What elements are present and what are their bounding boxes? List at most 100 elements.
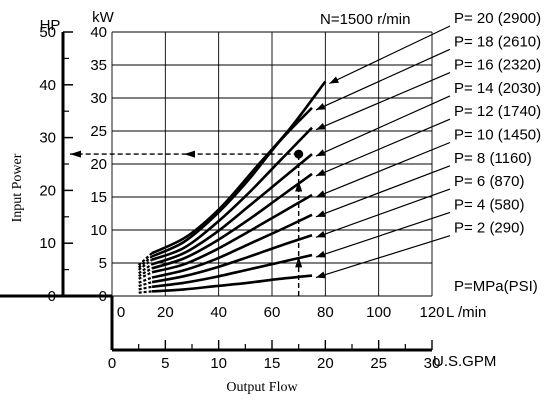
curve-start-dashes <box>138 263 153 275</box>
leader-arrowhead <box>316 230 326 238</box>
x-axis-title: Output Flow <box>226 380 298 395</box>
power-curve <box>137 106 313 269</box>
power-curve <box>138 234 313 288</box>
leader-line <box>315 188 451 238</box>
hp-tick-label: 20 <box>39 182 56 199</box>
example-reading <box>70 149 304 296</box>
pressure-label: P= 6 (870) <box>454 173 524 190</box>
curve-line <box>151 213 313 279</box>
leader-arrowhead <box>316 210 326 217</box>
pressure-label: P= 4 (580) <box>454 196 524 213</box>
pressure-unit-label: P=MPa(PSI) <box>454 278 538 295</box>
curve-line <box>151 253 313 289</box>
gpm-tick-label: 0 <box>108 355 116 372</box>
pressure-label: P= 10 (1450) <box>454 127 541 144</box>
leader-arrowhead <box>316 250 326 258</box>
gpm-tick-label: 5 <box>161 355 169 372</box>
curve-line <box>151 80 327 255</box>
gpm-tick-label: 25 <box>370 355 387 372</box>
example-arrow-up-upper <box>295 180 303 192</box>
gpm-tick-label: 20 <box>317 355 334 372</box>
pressure-labels: P= 20 (2900) P= 18 (2610) P= 16 (2320) P= 1… <box>315 10 541 279</box>
example-arrow-up-lower <box>295 256 303 268</box>
leader-line <box>315 95 451 157</box>
curve-line <box>151 106 313 258</box>
curve-start-dashes <box>138 271 153 280</box>
power-curve <box>138 213 313 284</box>
curve-line <box>151 193 313 274</box>
curve-start-dashes <box>138 285 153 291</box>
kw-tick-label: 30 <box>90 90 107 107</box>
curve-line <box>151 234 313 284</box>
example-arrow-left-outer <box>70 150 81 158</box>
power-curve <box>138 193 313 280</box>
hp-tick-label: 50 <box>39 24 56 41</box>
flow-tick-label: 20 <box>157 304 174 321</box>
kw-tick-label: 20 <box>90 156 107 173</box>
gpm-tick-label: 10 <box>210 355 227 372</box>
hp-tick-label: 30 <box>39 130 56 147</box>
curve-start-dashes <box>138 290 153 294</box>
gpm-tick-label: 15 <box>264 355 281 372</box>
kw-tick-label: 40 <box>90 24 107 41</box>
flow-tick-label: 80 <box>317 304 334 321</box>
power-curve <box>137 80 327 266</box>
leader-arrowhead <box>316 149 326 157</box>
leader-line <box>315 72 451 131</box>
kw-tick-label: 5 <box>99 255 107 272</box>
speed-annotation: N=1500 r/min <box>320 11 410 28</box>
leader-line <box>315 211 451 258</box>
leader-arrowhead <box>329 76 339 84</box>
flow-tick-label: 100 <box>366 304 391 321</box>
hp-tick-label: 10 <box>39 235 56 252</box>
curve-start-dashes <box>138 281 153 288</box>
pressure-label: P= 2 (290) <box>454 220 524 237</box>
kw-tick-label: 10 <box>90 222 107 239</box>
leader-arrowhead <box>316 169 326 176</box>
gpm-tick-label: 30 <box>424 355 441 372</box>
leader-line <box>315 118 451 177</box>
curve-start-dashes <box>138 276 153 284</box>
leader-arrowhead <box>316 122 326 130</box>
hp-tick-label: 0 <box>48 288 56 305</box>
y-axis-title: Input Power <box>10 153 25 222</box>
gpm-axis-unit-label: U.S.GPM <box>433 353 496 370</box>
pressure-label: P= 12 (1740) <box>454 103 541 120</box>
pressure-label: P= 8 (1160) <box>454 150 532 167</box>
power-curve <box>138 153 313 275</box>
kw-tick-label: 35 <box>90 57 107 74</box>
leader-line <box>315 48 451 111</box>
power-curve <box>138 274 313 294</box>
leader-line <box>329 25 451 85</box>
leader-line <box>315 165 451 218</box>
pressure-label: P= 18 (2610) <box>454 33 541 50</box>
curve-start-dashes <box>138 267 153 277</box>
grid <box>111 31 433 297</box>
power-curve <box>138 253 313 291</box>
flow-tick-label: 40 <box>210 304 227 321</box>
hp-axis-unit-label: HP <box>40 17 61 34</box>
example-point <box>294 149 304 159</box>
pressure-label: P= 20 (2900) <box>454 10 541 27</box>
curve-start-dashes <box>137 258 153 271</box>
hp-tick-label: 40 <box>39 77 56 94</box>
leader-line <box>315 235 451 279</box>
leader-arrowhead <box>316 271 326 279</box>
curve-line <box>151 172 313 270</box>
flow-axis-unit-label: L /min <box>446 304 486 321</box>
power-curve <box>138 172 313 277</box>
power-curve <box>137 126 313 271</box>
flow-tick-label: 60 <box>264 304 281 321</box>
curve-start-dashes <box>137 255 153 269</box>
leader-arrowhead <box>316 190 326 198</box>
flow-tick-label: 0 <box>117 304 125 321</box>
curve-line <box>151 274 313 293</box>
kw-tick-label: 15 <box>90 189 107 206</box>
pressure-label: P= 14 (2030) <box>454 80 541 97</box>
leader-arrowhead <box>316 103 326 110</box>
leader-line <box>315 141 451 198</box>
curve-start-dashes <box>137 252 153 266</box>
kw-tick-label: 0 <box>99 288 107 305</box>
kw-tick-label: 25 <box>90 123 107 140</box>
